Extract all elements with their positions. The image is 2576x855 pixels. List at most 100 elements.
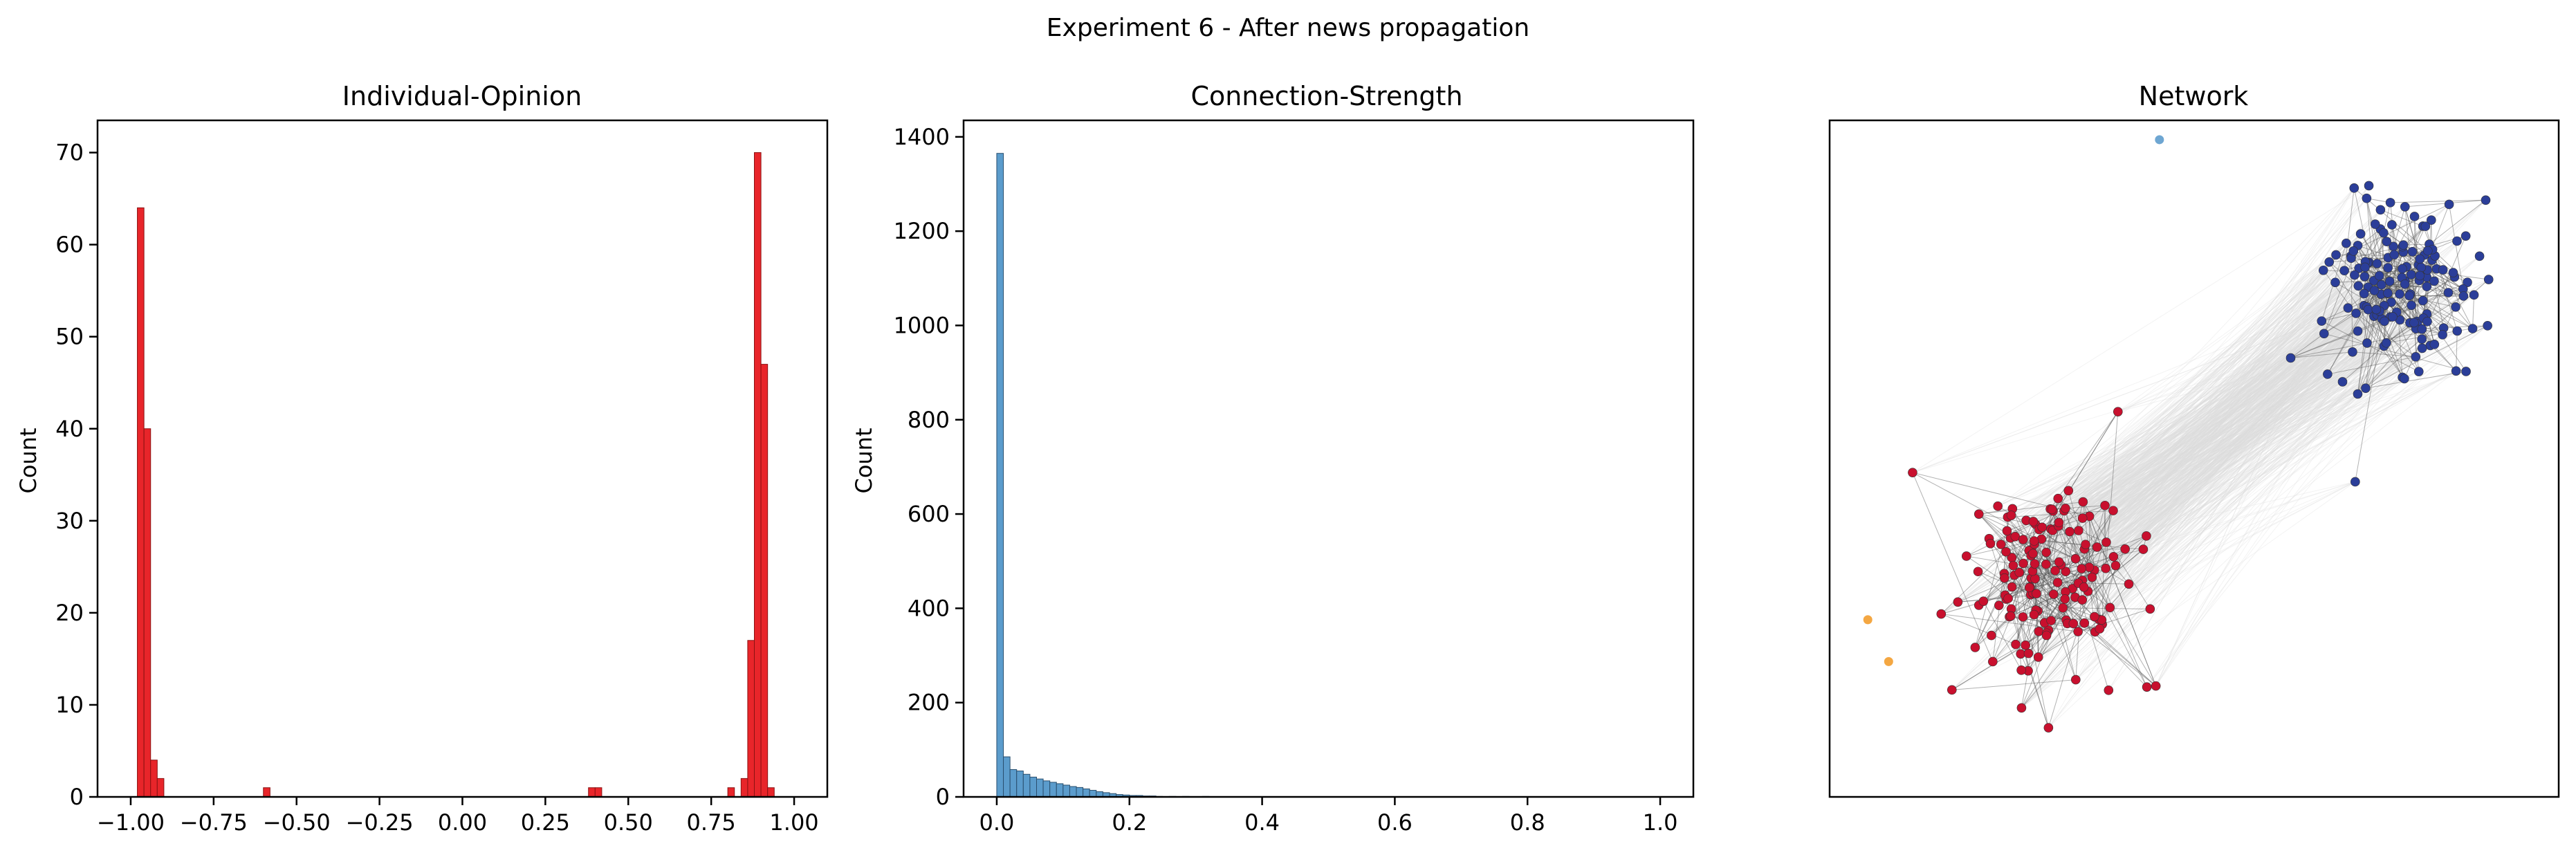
network-edge bbox=[2456, 331, 2458, 371]
network-edge bbox=[2004, 255, 2425, 574]
network-node-blue bbox=[2458, 291, 2469, 301]
network-edge bbox=[2030, 246, 2394, 556]
network-edge bbox=[2387, 252, 2404, 293]
opinion-ytick-label: 20 bbox=[55, 600, 84, 626]
network-node-blue bbox=[2350, 270, 2359, 280]
network-node-blue bbox=[2452, 236, 2462, 246]
network-edge bbox=[1951, 266, 2407, 690]
network-edge bbox=[2027, 309, 2368, 672]
network-edge bbox=[2034, 314, 2377, 564]
network-edge bbox=[2074, 187, 2355, 598]
strength-bar bbox=[1069, 786, 1077, 798]
network-edge bbox=[2085, 254, 2395, 545]
network-edge bbox=[2021, 313, 2427, 708]
network-edge bbox=[2124, 286, 2427, 550]
opinion-ytick-label: 10 bbox=[55, 692, 84, 718]
network-node-blue bbox=[2400, 202, 2410, 212]
strength-xtick-label: 0.2 bbox=[1112, 809, 1147, 836]
strength-xtick-label: 0.0 bbox=[979, 809, 1015, 836]
network-edge bbox=[2021, 345, 2431, 708]
network-edge bbox=[2025, 594, 2054, 645]
network-edge bbox=[2290, 320, 2385, 358]
network-edge bbox=[2113, 305, 2364, 558]
network-edge bbox=[2105, 255, 2337, 569]
opinion-xtick-label: 1.00 bbox=[769, 809, 818, 836]
network-edge bbox=[2058, 342, 2387, 499]
network-node-red bbox=[2037, 522, 2047, 533]
network-edge bbox=[2041, 302, 2392, 540]
network-edge bbox=[1978, 243, 2347, 572]
network-edge bbox=[2084, 305, 2384, 550]
network-edge bbox=[1998, 505, 2106, 606]
network-edge bbox=[2065, 571, 2074, 624]
network-edge bbox=[1978, 513, 2066, 592]
network-edge bbox=[2007, 261, 2330, 531]
network-edge bbox=[1978, 570, 2056, 606]
network-edge bbox=[2032, 325, 2488, 554]
network-edge bbox=[2113, 268, 2359, 511]
network-edge bbox=[2018, 381, 2343, 573]
network-edge bbox=[2101, 313, 2357, 620]
strength-bar bbox=[1022, 773, 1031, 798]
network-edge bbox=[2323, 270, 2405, 379]
network-node-red bbox=[2120, 544, 2130, 554]
network-node-blue bbox=[2422, 246, 2433, 256]
network-edge bbox=[2021, 370, 2456, 708]
network-node-red bbox=[1973, 567, 1983, 577]
network-edge bbox=[2012, 223, 2376, 558]
network-edge bbox=[2077, 280, 2375, 632]
network-edge bbox=[2053, 255, 2337, 595]
network-edge bbox=[1940, 232, 2384, 614]
network-edge bbox=[1941, 569, 2095, 615]
network-node-red bbox=[2068, 618, 2079, 629]
network-edge bbox=[2059, 275, 2355, 562]
network-edge bbox=[2053, 268, 2437, 595]
network-edge bbox=[2045, 204, 2449, 553]
network-edge bbox=[2081, 259, 2420, 581]
network-node-red bbox=[1988, 656, 1998, 667]
network-edge bbox=[2069, 279, 2420, 533]
network-edge bbox=[2075, 250, 2429, 560]
network-node-blue bbox=[2351, 309, 2361, 318]
network-edge bbox=[2028, 304, 2412, 551]
network-edge bbox=[2353, 187, 2382, 319]
network-edge bbox=[2058, 306, 2367, 499]
network-edge bbox=[2025, 216, 2415, 521]
network-edge bbox=[2013, 233, 2361, 566]
network-node-red bbox=[2053, 493, 2063, 504]
network-edge bbox=[2109, 185, 2369, 608]
network-node-red bbox=[2101, 563, 2110, 573]
network-edge bbox=[2031, 331, 2358, 579]
network-node-red bbox=[2041, 630, 2052, 641]
network-edge bbox=[2094, 288, 2464, 571]
network-node-red bbox=[2077, 564, 2087, 573]
network-node-blue bbox=[2416, 262, 2427, 273]
network-edge bbox=[2449, 204, 2464, 289]
network-edge bbox=[2031, 318, 2424, 579]
network-edge bbox=[1975, 216, 2415, 648]
network-edge bbox=[2018, 286, 2368, 573]
network-edge bbox=[2146, 329, 2422, 688]
network-edge bbox=[2048, 309, 2368, 728]
network-edge bbox=[2072, 233, 2362, 624]
network-edge bbox=[1998, 316, 2393, 606]
network-edge bbox=[2041, 318, 2382, 528]
network-edge bbox=[1997, 358, 2291, 507]
network-edge bbox=[2025, 328, 2473, 646]
network-node-red bbox=[2033, 652, 2043, 662]
network-edge bbox=[2065, 275, 2355, 509]
network-edge bbox=[2045, 275, 2355, 565]
network-edge bbox=[2023, 226, 2426, 618]
network-edge bbox=[2082, 305, 2384, 581]
network-edge bbox=[2327, 356, 2416, 375]
opinion-xtick-label: −0.75 bbox=[180, 809, 248, 836]
network-node-red bbox=[1970, 643, 1980, 652]
opinion-ylabel: Count bbox=[15, 428, 42, 493]
network-edge bbox=[1998, 251, 2413, 606]
network-edge bbox=[2029, 334, 2443, 551]
network-node-red bbox=[2016, 665, 2026, 675]
network-edge bbox=[2063, 255, 2352, 511]
network-edge bbox=[2046, 351, 2353, 636]
network-edge bbox=[2113, 300, 2424, 511]
network-edge bbox=[2077, 311, 2398, 632]
